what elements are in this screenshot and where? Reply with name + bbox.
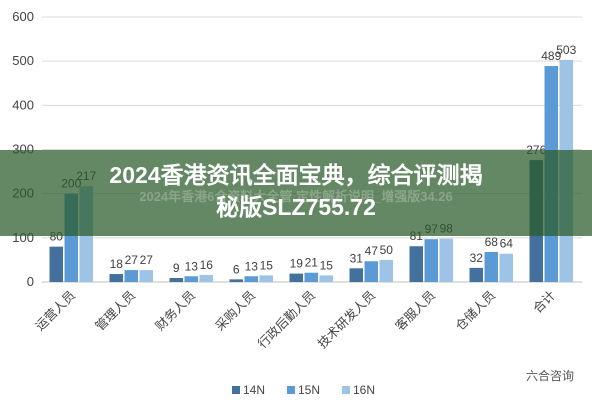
bar — [379, 259, 393, 282]
bar — [169, 278, 183, 282]
value-label: 18 — [110, 257, 124, 271]
value-label: 15 — [320, 258, 334, 272]
watermark: 六合咨询 — [525, 369, 574, 383]
value-label: 15 — [260, 258, 274, 272]
bar — [364, 261, 378, 282]
value-label: 13 — [185, 259, 199, 273]
x-tick-label: 合计 — [530, 288, 558, 316]
x-tick-label: 行政后勤人员 — [255, 288, 318, 351]
x-tick-label: 管理人员 — [92, 288, 138, 334]
x-tick-label: 财务人员 — [152, 288, 198, 334]
legend-label: 15N — [298, 383, 320, 397]
x-tick-label: 仓储人员 — [452, 288, 498, 334]
value-label: 50 — [380, 243, 394, 257]
legend-label: 14N — [243, 383, 265, 397]
value-label: 503 — [556, 43, 576, 57]
value-label: 6 — [233, 262, 240, 276]
bar — [244, 276, 258, 282]
banner-title: 2024香港资讯全面宝典，综合评测揭 — [109, 162, 483, 188]
value-label: 9 — [173, 261, 180, 275]
bar — [304, 272, 318, 282]
legend-label: 16N — [353, 383, 375, 397]
bar — [199, 274, 213, 282]
x-tick-label: 运营人员 — [33, 288, 78, 333]
bar — [439, 238, 453, 282]
value-label: 19 — [290, 257, 304, 271]
bar — [499, 253, 513, 282]
bar — [424, 239, 438, 282]
value-label: 16 — [200, 258, 214, 272]
bar — [409, 246, 423, 282]
bar — [49, 246, 63, 282]
x-tick-label: 技术研发人员 — [314, 288, 378, 352]
bar — [469, 267, 483, 282]
banner-title: 秘版SLZ755.72 — [216, 194, 376, 220]
banner-subtitle: 2024年香港6合资料大全管,定性解析说明_增强版34.26 — [139, 189, 453, 204]
value-label: 68 — [485, 235, 499, 249]
legend-swatch — [232, 386, 240, 394]
y-tick-label: 400 — [12, 97, 34, 112]
value-label: 32 — [470, 251, 484, 265]
value-label: 489 — [541, 49, 561, 63]
bar — [124, 270, 138, 282]
value-label: 64 — [500, 237, 514, 251]
y-tick-label: 600 — [12, 9, 34, 24]
bar — [349, 268, 363, 282]
y-tick-label: 500 — [12, 53, 34, 68]
bar — [109, 274, 123, 282]
value-label: 21 — [305, 256, 319, 270]
value-label: 27 — [140, 253, 154, 267]
bar — [184, 276, 198, 282]
bar — [259, 275, 273, 282]
value-label: 13 — [245, 259, 259, 273]
bar — [229, 279, 243, 282]
banner: 2024年香港6合资料大全管,定性解析说明_增强版34.26 2024香港资讯全… — [0, 150, 592, 236]
value-label: 47 — [365, 244, 379, 258]
legend-swatch — [342, 386, 350, 394]
legend-swatch — [287, 386, 295, 394]
bar — [484, 251, 498, 282]
bar — [289, 273, 303, 282]
bar — [319, 275, 333, 282]
x-tick-label: 采购人员 — [212, 288, 258, 334]
bar — [139, 270, 153, 282]
y-tick-label: 0 — [27, 274, 34, 289]
x-tick-label: 客服人员 — [392, 288, 438, 334]
value-label: 27 — [125, 253, 139, 267]
value-label: 31 — [350, 251, 364, 265]
